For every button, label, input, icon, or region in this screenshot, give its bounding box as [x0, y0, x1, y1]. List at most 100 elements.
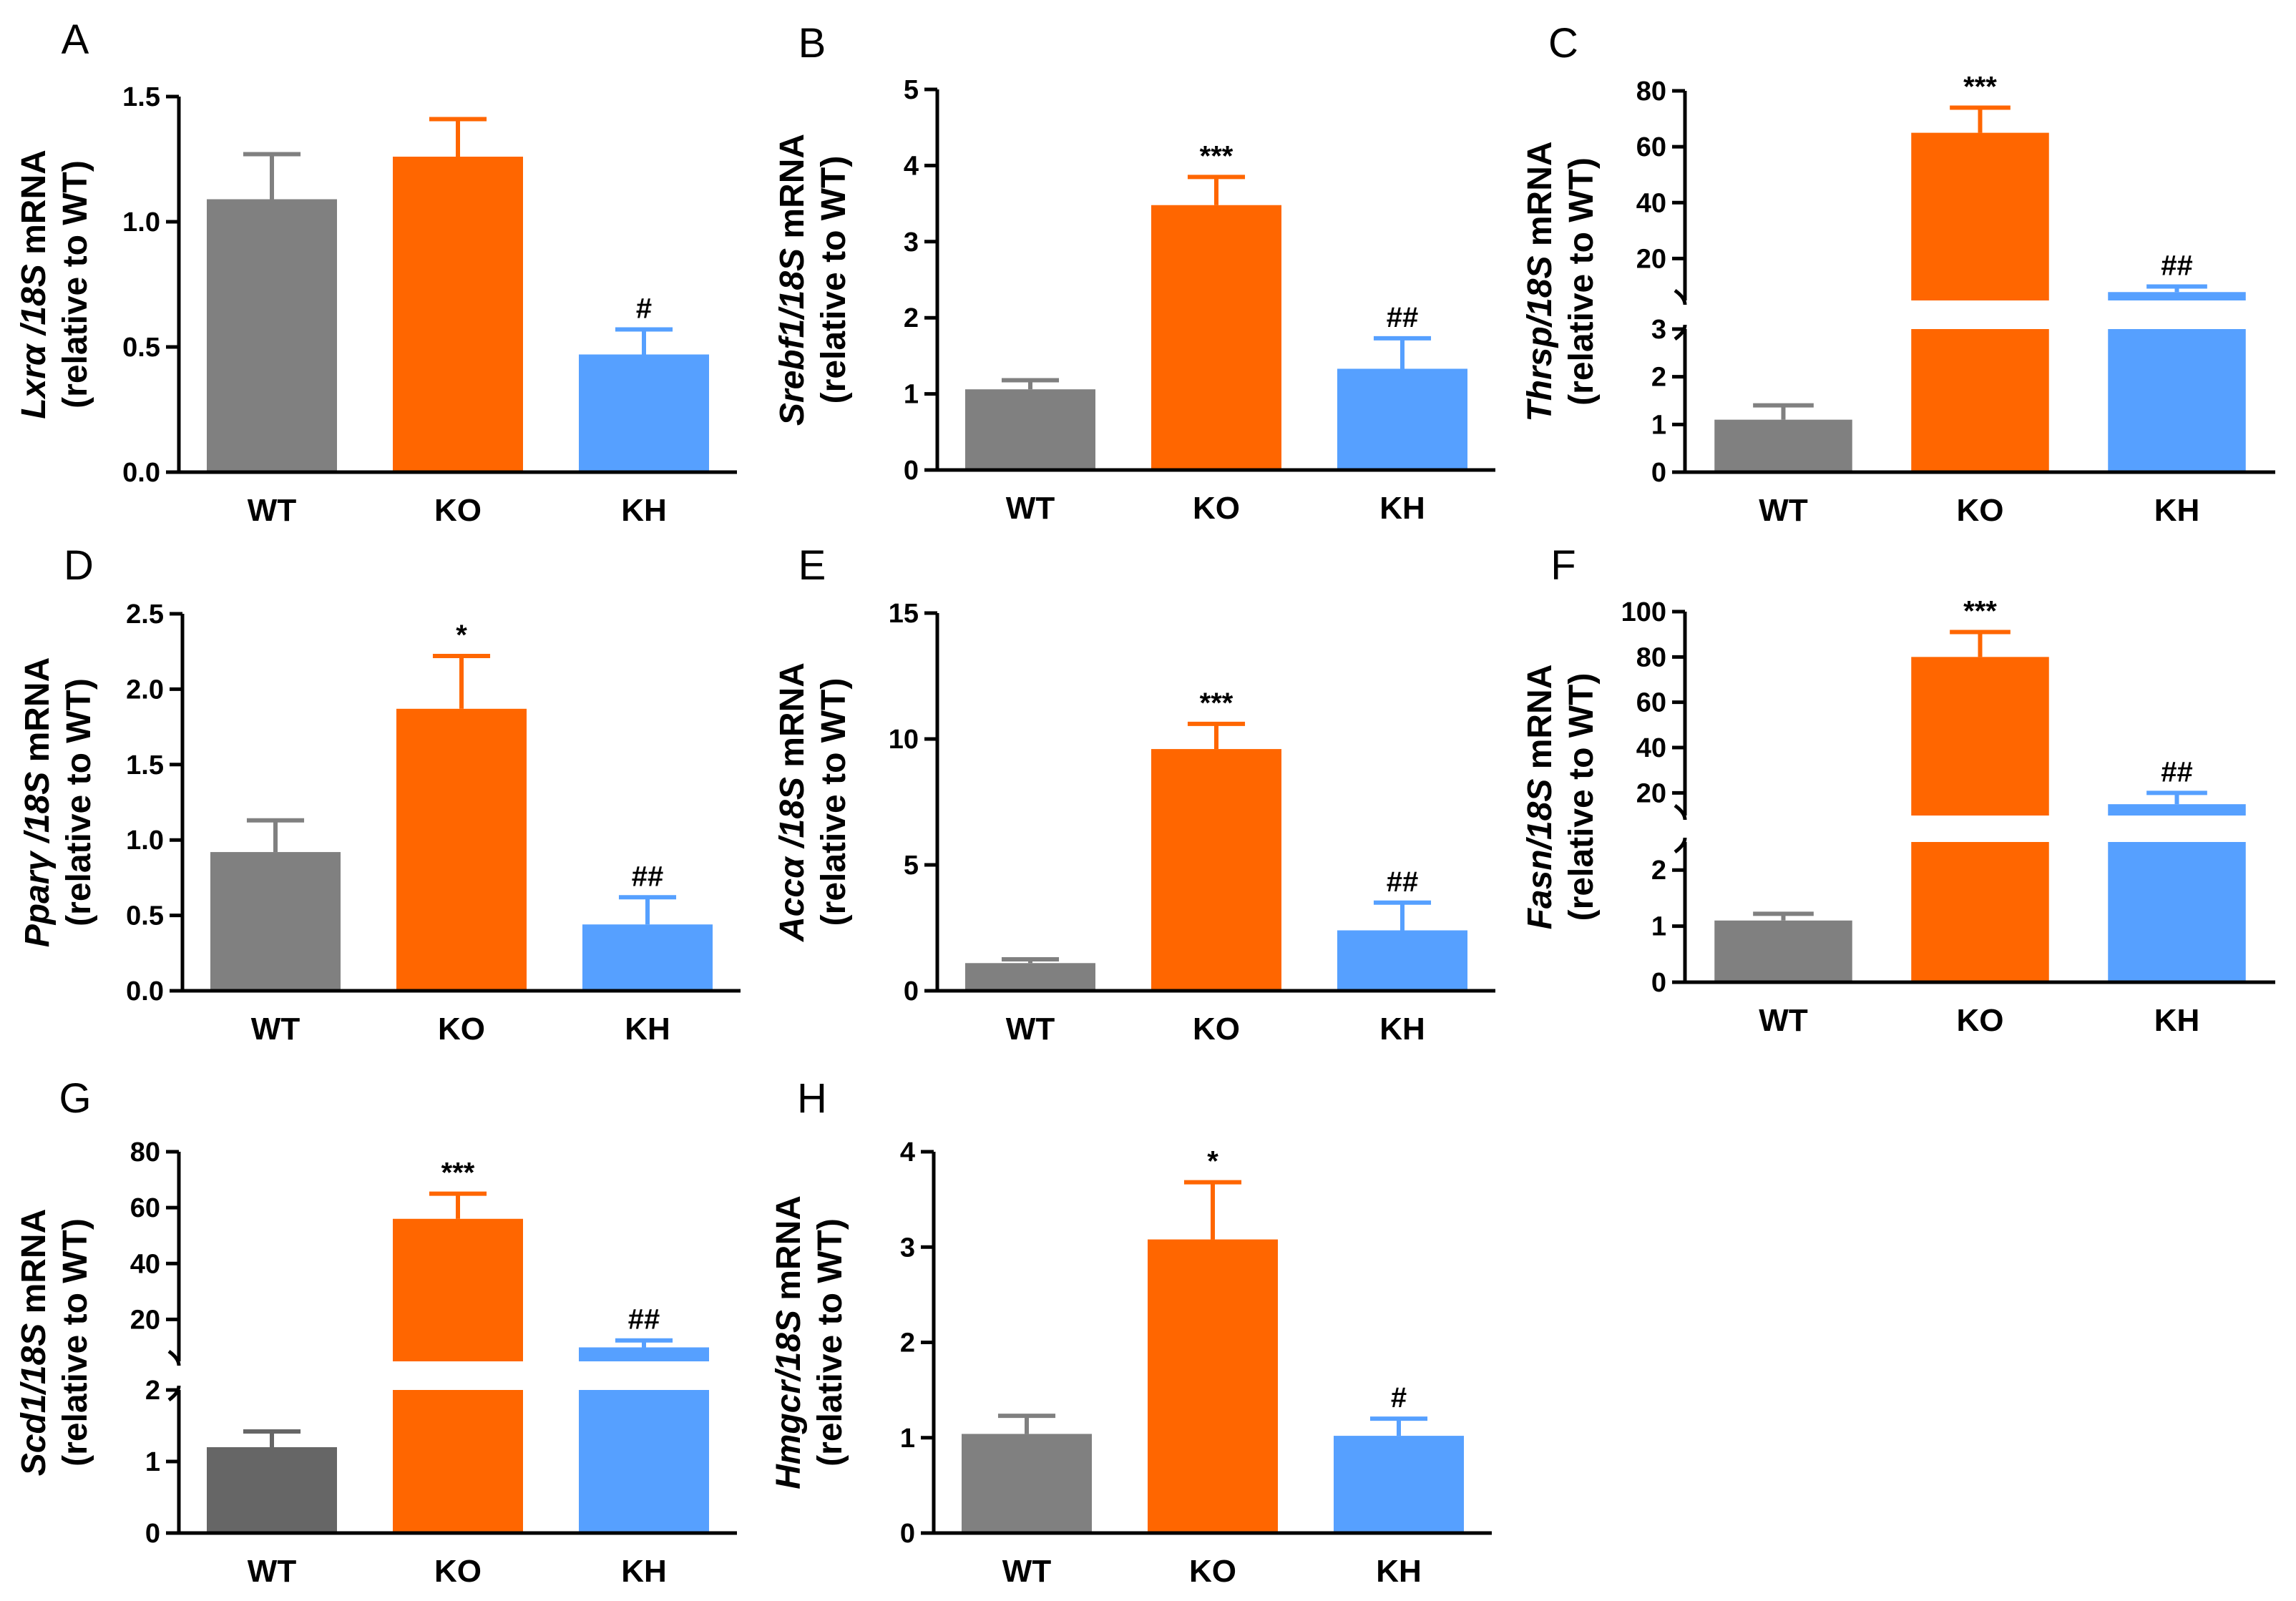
- panel-g-ylabel-line2: (relative to WT): [57, 1218, 94, 1467]
- panel-f-axis-break-gap: [1688, 816, 2278, 842]
- panel-h-bar-wt: [962, 1434, 1092, 1533]
- panel-g-axis-break-mark-upper: [167, 1349, 181, 1366]
- panel-b-bar-wt: [965, 389, 1095, 470]
- panel-c-axis-break-gap: [1688, 300, 2278, 329]
- panel-c-bar-kh-significance: ##: [2161, 250, 2193, 281]
- panel-h-y-1-tick-label: 1: [900, 1424, 915, 1454]
- panel-d-bar-kh-significance: ##: [632, 861, 664, 892]
- panel-d-ylabel-unit: mRNA: [19, 657, 57, 772]
- panel-c-bar-wt: [1714, 419, 1852, 472]
- panel-d-xtick-ko: KO: [438, 1012, 485, 1047]
- panel-e-y-15-tick-label: 15: [889, 599, 919, 629]
- panel-g-y-2-tick-label: 2: [145, 1376, 160, 1406]
- panel-g-y-40-tick-label: 40: [130, 1249, 160, 1279]
- panel-a-xtick-kh: KH: [621, 493, 667, 528]
- panel-h-ylabel: Hmgcr/18S mRNA (relative to WT): [770, 1195, 849, 1489]
- panel-h-xtick-wt: WT: [1002, 1554, 1052, 1589]
- panel-h-xtick-kh: KH: [1376, 1554, 1422, 1589]
- panel-a-ylabel: Lxrα /18S mRNA (relative to WT): [15, 150, 94, 419]
- panel-b-y-2-tick-label: 2: [904, 303, 919, 333]
- panel-b-y-0-tick-label: 0: [904, 456, 919, 486]
- panel-d-ylabel-line2: (relative to WT): [60, 678, 98, 926]
- panel-c-bar-ko-significance: ***: [1963, 71, 1997, 102]
- panel-f-y-40-tick-label: 40: [1636, 733, 1666, 763]
- panel-e-ylabel-unit: mRNA: [773, 662, 811, 777]
- panel-g-y-80-tick-label: 80: [130, 1137, 160, 1167]
- panel-e-y-10-tick-label: 10: [889, 725, 919, 755]
- panel-g-axis-break-mark-lower: [167, 1385, 181, 1402]
- panel-e-ylabel-ref: /18S: [773, 777, 811, 857]
- panel-c-y-1-tick-label: 1: [1651, 410, 1666, 440]
- panel-h-ylabel-line2: (relative to WT): [811, 1218, 849, 1467]
- panel-b-ylabel-gene: Srebf1: [773, 319, 811, 426]
- panel-c: C Thrsp/18S mRNA (relative to WT) WT *** KO ##…: [1521, 20, 2278, 528]
- panel-f-y-2-tick-label: 2: [1651, 856, 1666, 886]
- panel-c-xtick-wt: WT: [1759, 493, 1808, 528]
- panel-f-ylabel-unit: mRNA: [1521, 665, 1559, 779]
- panel-c-ylabel: Thrsp/18S mRNA (relative to WT): [1521, 141, 1601, 421]
- panel-h: H Hmgcr/18S mRNA (relative to WT) WT * KO # KH 0…: [770, 1075, 1492, 1589]
- panel-f-ylabel-gene: Fasn: [1521, 849, 1559, 929]
- panel-b-y-5-tick-label: 5: [904, 75, 919, 105]
- panel-h-bar-kh: [1334, 1436, 1464, 1533]
- panel-g: G Scd1/18S mRNA (relative to WT) WT *** KO ## K…: [15, 1075, 740, 1589]
- panel-g-xtick-kh: KH: [621, 1554, 667, 1589]
- panel-d-ylabel-gene: Pparγ: [19, 851, 57, 948]
- panel-h-letter: H: [797, 1075, 827, 1122]
- panel-e-y-5-tick-label: 5: [904, 851, 919, 881]
- panel-h-y-3-tick-label: 3: [900, 1233, 915, 1263]
- panel-e-ylabel-line2: (relative to WT): [815, 678, 853, 926]
- panel-a-ylabel-gene: Lxrα: [15, 343, 53, 419]
- panel-c-ylabel-unit: mRNA: [1521, 141, 1559, 255]
- panel-h-bar-ko-significance: *: [1207, 1146, 1218, 1178]
- panel-d-ylabel: Pparγ /18S mRNA (relative to WT): [19, 657, 98, 948]
- panel-e-ylabel-gene: Accα: [773, 856, 811, 942]
- panel-h-ylabel-unit: mRNA: [770, 1195, 808, 1310]
- panel-c-letter: C: [1548, 20, 1578, 67]
- panel-a-ylabel-line2: (relative to WT): [57, 160, 94, 408]
- panel-f-y-0-tick-label: 0: [1651, 968, 1666, 998]
- panel-f-axis-break-mark-lower: [1674, 837, 1687, 854]
- panel-f-letter: F: [1550, 542, 1576, 589]
- panel-d-y-2-5-tick-label: 2.5: [126, 599, 164, 630]
- panel-f-y-100-tick-label: 100: [1621, 597, 1666, 627]
- panel-e-y-0-tick-label: 0: [904, 976, 919, 1007]
- panel-b-xtick-wt: WT: [1006, 491, 1055, 526]
- panel-e-bar-wt: [965, 963, 1095, 991]
- panel-a-y-1-5-tick-label: 1.5: [122, 82, 160, 112]
- panel-c-xtick-ko: KO: [1957, 493, 2004, 528]
- panel-f-y-60-tick-label: 60: [1636, 688, 1666, 718]
- panel-g-y-60-tick-label: 60: [130, 1193, 160, 1223]
- panel-h-y-2-tick-label: 2: [900, 1328, 915, 1358]
- panel-b-bar-kh-significance: ##: [1387, 302, 1419, 333]
- panel-f-xtick-ko: KO: [1957, 1003, 2004, 1038]
- panel-e-xtick-kh: KH: [1379, 1012, 1425, 1047]
- panel-d-bar-ko-significance: *: [456, 620, 467, 651]
- panel-b: B Srebf1/18S mRNA (relative to WT) WT *** KO #…: [773, 20, 1495, 526]
- panel-b-xtick-kh: KH: [1379, 491, 1425, 526]
- panel-a-xtick-wt: WT: [248, 493, 297, 528]
- panel-c-axis-break-mark-upper: [1674, 288, 1687, 305]
- panel-a-letter: A: [62, 16, 89, 63]
- panel-c-y-20-tick-label: 20: [1636, 244, 1666, 274]
- panel-g-bar-kh-significance: ##: [628, 1304, 660, 1336]
- panel-g-xtick-wt: WT: [248, 1554, 297, 1589]
- panel-c-ylabel-line2: (relative to WT): [1563, 157, 1601, 406]
- panel-a-ylabel-unit: mRNA: [15, 150, 53, 264]
- panel-h-xtick-ko: KO: [1189, 1554, 1236, 1589]
- panel-c-y-40-tick-label: 40: [1636, 188, 1666, 218]
- panel-d-bar-ko: [396, 708, 527, 991]
- panel-f-ylabel-ref: /18S: [1521, 779, 1559, 851]
- panel-a-xtick-ko: KO: [434, 493, 482, 528]
- panel-h-ylabel-gene: Hmgcr: [770, 1379, 808, 1489]
- panel-b-ylabel-ref: /18S: [773, 248, 811, 320]
- panel-f-ylabel: Fasn/18S mRNA (relative to WT): [1521, 665, 1601, 930]
- panel-d: D Pparγ /18S mRNA (relative to WT) WT * KO ## K…: [19, 542, 741, 1047]
- panel-f-xtick-kh: KH: [2154, 1003, 2200, 1038]
- panel-c-axis-break-mark-lower: [1674, 324, 1687, 341]
- panel-b-ylabel: Srebf1/18S mRNA (relative to WT): [773, 134, 853, 426]
- panel-f-xtick-wt: WT: [1759, 1003, 1808, 1038]
- panel-a-bar-kh: [579, 354, 709, 472]
- panel-h-bar-ko: [1148, 1239, 1278, 1533]
- panel-f-y-1-tick-label: 1: [1651, 912, 1666, 942]
